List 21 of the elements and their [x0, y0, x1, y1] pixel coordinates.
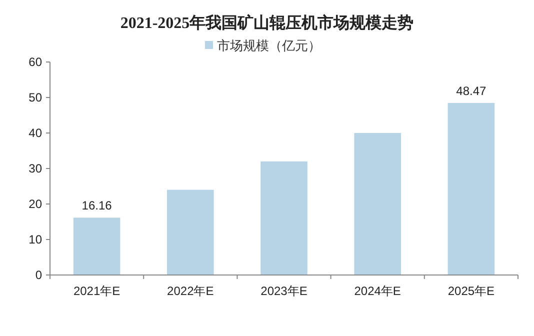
- y-tick-label: 20: [28, 197, 42, 211]
- data-label: 16.16: [82, 198, 112, 213]
- bar: [260, 161, 308, 275]
- bar: [354, 133, 401, 275]
- bar: [448, 102, 495, 275]
- x-tick-label: 2023年E: [260, 284, 308, 298]
- y-tick-label: 0: [35, 268, 42, 282]
- y-tick-label: 30: [28, 162, 42, 176]
- bar: [167, 190, 214, 275]
- chart-title: 2021-2025年我国矿山辊压机市场规模走势: [120, 14, 414, 32]
- x-tick-label: 2025年E: [448, 284, 495, 298]
- x-tick-label: 2022年E: [167, 284, 214, 298]
- y-tick-label: 40: [28, 126, 42, 140]
- x-tick-label: 2021年E: [73, 284, 120, 298]
- y-tick-label: 10: [28, 232, 42, 246]
- bar: [73, 218, 120, 275]
- y-tick-label: 60: [28, 55, 42, 69]
- data-label: 48.47: [456, 84, 487, 98]
- x-tick-label: 2024年E: [354, 284, 401, 298]
- legend-label: 市场规模（亿元）: [217, 38, 321, 53]
- y-tick-label: 50: [28, 90, 42, 104]
